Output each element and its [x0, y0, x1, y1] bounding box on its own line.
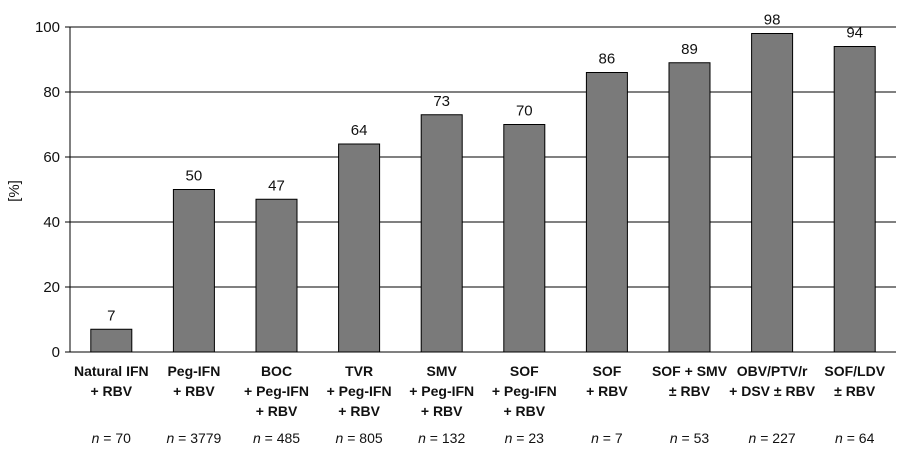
category-label-line: SOF — [593, 363, 622, 379]
sample-size-label: n = 70 — [92, 430, 132, 446]
category-label: BOC + Peg-IFN + RBV — [244, 363, 309, 419]
bar — [503, 124, 546, 353]
bar — [90, 328, 133, 353]
bar — [420, 114, 463, 353]
bar — [172, 189, 215, 353]
sample-size-symbol: n — [253, 430, 261, 446]
y-axis-title: [%] — [6, 180, 23, 202]
y-tick-label: 60 — [43, 149, 60, 166]
sample-size-label: n = 23 — [505, 430, 545, 446]
category-label-line: + RBV — [421, 403, 463, 419]
bar-value-label: 73 — [433, 93, 450, 110]
bar-value-label: 47 — [268, 177, 285, 194]
sample-size-label: n = 227 — [749, 430, 796, 446]
bar-value-label: 64 — [351, 122, 368, 139]
sample-size-label: n = 132 — [418, 430, 465, 446]
category-label-line: + RBV — [338, 403, 380, 419]
sample-size-symbol: n — [670, 430, 678, 446]
category-label-line: TVR — [345, 363, 373, 379]
category-label-line: + Peg-IFN — [409, 383, 474, 399]
sample-size-value: = 805 — [343, 430, 383, 446]
sample-size-value: = 7 — [599, 430, 623, 446]
bar-value-label: 94 — [846, 25, 863, 42]
category-label: SOF + SMV ± RBV — [652, 363, 728, 399]
category-label-line: + RBV — [173, 383, 215, 399]
category-label: TVR + Peg-IFN + RBV — [327, 363, 392, 419]
category-label: SMV + Peg-IFN + RBV — [409, 363, 474, 419]
category-label-line: ± RBV — [834, 383, 876, 399]
category-label: SOF/LDV ± RBV — [824, 363, 885, 399]
sample-size-symbol: n — [591, 430, 599, 446]
category-label: Natural IFN + RBV — [74, 363, 149, 399]
bar-value-label: 98 — [764, 12, 781, 29]
sample-size-value: = 485 — [261, 430, 301, 446]
category-label-line: + RBV — [90, 383, 132, 399]
category-label-line: OBV/PTV/r — [737, 363, 808, 379]
y-tick-label: 100 — [35, 19, 60, 36]
category-label-line: SMV — [427, 363, 458, 379]
y-tick-label: 40 — [43, 214, 60, 231]
axes — [65, 26, 896, 353]
y-tick-label: 0 — [52, 344, 60, 361]
sample-size-value: = 64 — [843, 430, 875, 446]
bar — [751, 33, 794, 353]
y-tick-label: 80 — [43, 84, 60, 101]
bar-value-label: 70 — [516, 103, 533, 120]
sample-size-symbol: n — [92, 430, 100, 446]
bars — [90, 33, 876, 353]
category-label-line: Peg-IFN — [167, 363, 220, 379]
category-label-line: + Peg-IFN — [244, 383, 309, 399]
sample-size-label: n = 53 — [670, 430, 710, 446]
bar-value-label: 86 — [599, 51, 616, 68]
bar-value-label: 89 — [681, 41, 698, 58]
category-label-line: SOF — [510, 363, 539, 379]
category-label-line: Natural IFN — [74, 363, 149, 379]
sample-size-label: n = 7 — [591, 430, 623, 446]
bar — [338, 143, 381, 353]
bar — [255, 198, 298, 353]
bar — [668, 62, 711, 353]
labels: 0 20 40 60 80 100 7 Natural IFN + RBV n = 70 50 Peg… — [35, 12, 886, 447]
bar-value-label: 7 — [107, 307, 115, 324]
sample-size-symbol: n — [418, 430, 426, 446]
category-label-line: BOC — [261, 363, 292, 379]
category-label-line: SOF + SMV — [652, 363, 728, 379]
sample-size-value: = 53 — [678, 430, 710, 446]
sample-size-value: = 227 — [756, 430, 796, 446]
category-label-line: ± RBV — [669, 383, 711, 399]
category-label-line: + RBV — [586, 383, 628, 399]
sample-size-symbol: n — [336, 430, 344, 446]
y-tick-label: 20 — [43, 279, 60, 296]
sample-size-value: = 23 — [512, 430, 544, 446]
bar — [585, 72, 628, 353]
category-label-line: SOF/LDV — [824, 363, 885, 379]
bar-value-label: 50 — [186, 168, 203, 185]
sample-size-symbol: n — [505, 430, 513, 446]
sample-size-label: n = 485 — [253, 430, 300, 446]
sample-size-label: n = 64 — [835, 430, 875, 446]
category-label-line: + DSV ± RBV — [729, 383, 816, 399]
sample-size-symbol: n — [166, 430, 174, 446]
category-label: SOF + Peg-IFN + RBV — [492, 363, 557, 419]
sample-size-label: n = 3779 — [166, 430, 221, 446]
sample-size-label: n = 805 — [336, 430, 383, 446]
category-label-line: + RBV — [256, 403, 298, 419]
category-label-line: + RBV — [503, 403, 545, 419]
category-label: SOF + RBV — [586, 363, 628, 399]
category-label-line: + Peg-IFN — [492, 383, 557, 399]
category-label: OBV/PTV/r + DSV ± RBV — [729, 363, 816, 399]
sample-size-value: = 132 — [426, 430, 466, 446]
bar — [833, 46, 876, 353]
sample-size-value: = 3779 — [174, 430, 221, 446]
sample-size-value: = 70 — [99, 430, 131, 446]
sample-size-symbol: n — [835, 430, 843, 446]
sample-size-symbol: n — [749, 430, 757, 446]
category-label: Peg-IFN + RBV — [167, 363, 220, 399]
category-label-line: + Peg-IFN — [327, 383, 392, 399]
